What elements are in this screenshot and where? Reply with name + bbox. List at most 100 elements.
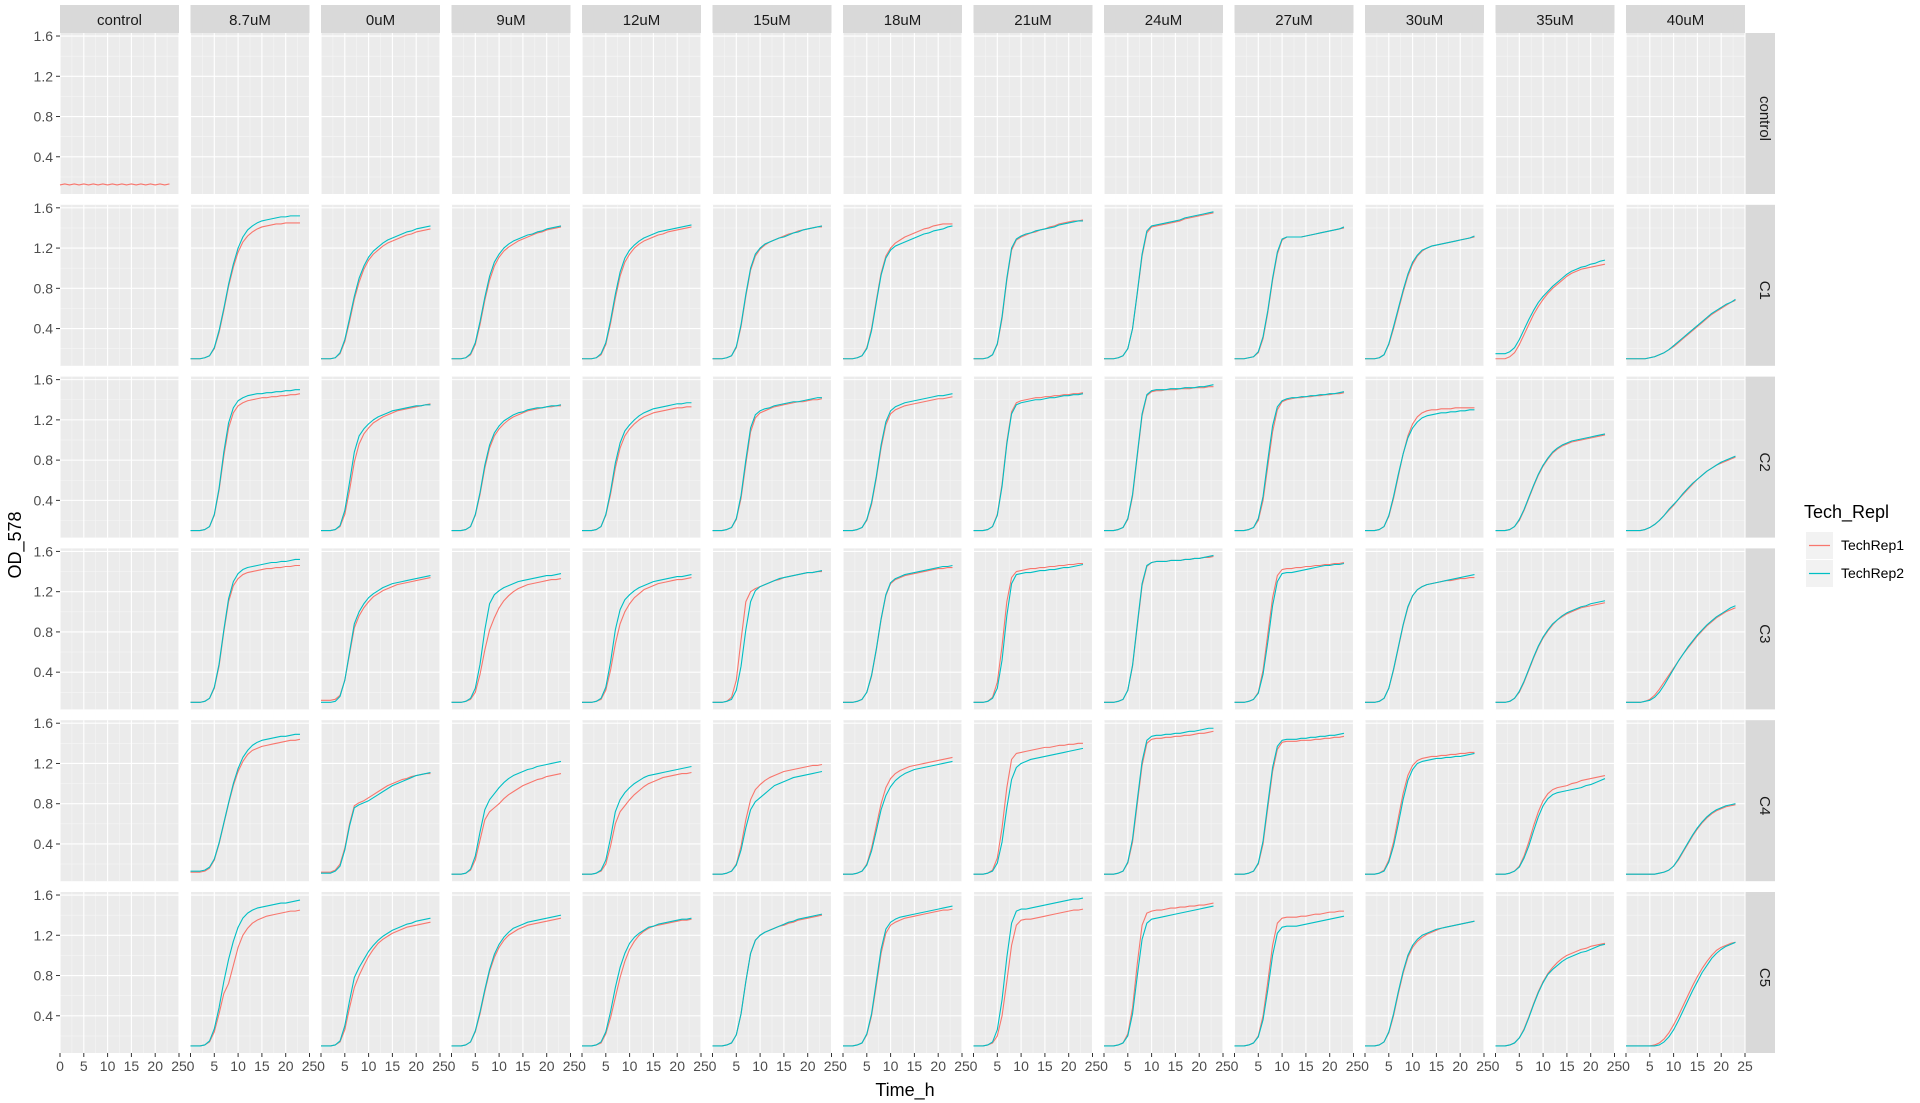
column-strip-label: 24uM [1145,12,1183,29]
y-tick-label: 0.4 [34,1008,54,1024]
series-line-techrep2 [582,224,692,360]
y-tick-label: 1.2 [34,240,54,256]
y-tick-label: 0.8 [34,624,54,640]
series-line-techrep1 [582,577,692,703]
column-strip-label: 9uM [496,12,525,29]
facet-panel [842,376,963,538]
x-tick-label: 5 [1254,1058,1262,1074]
series-line-techrep2 [321,917,431,1047]
column-strip [582,5,701,33]
x-tick-label: 0 [1231,1058,1239,1074]
series-line-techrep2 [190,899,301,1047]
y-tick-label: 1.6 [34,715,54,731]
facet-panel [450,548,572,710]
series-line-techrep1 [321,228,431,360]
x-tick-label: 15 [1690,1058,1706,1074]
series-line-techrep2 [712,570,823,703]
series-line-techrep2 [1365,409,1475,532]
x-tick-label: 15 [646,1058,662,1074]
row-strip [1745,548,1775,710]
facet-panel [1364,892,1485,1053]
column-strip [1365,5,1484,33]
x-tick-label: 10 [883,1058,899,1074]
x-tick-label: 5 [1646,1058,1654,1074]
facet-panel [1494,33,1616,194]
facet-panel [581,204,702,366]
column-strip-label: 15uM [753,12,791,29]
facet-panel [450,376,572,538]
facet-panel [59,376,180,538]
column-strip-label: control [97,12,142,29]
series-line-techrep1 [321,772,431,873]
x-tick-label: 15 [515,1058,531,1074]
column-strip [1234,5,1354,33]
x-tick-label: 5 [602,1058,610,1074]
series-line-techrep2 [843,760,953,875]
x-tick-label: 15 [1298,1058,1314,1074]
column-strip-label: 27uM [1275,12,1313,29]
facet-panel [320,33,441,194]
x-tick-label: 15 [1559,1058,1575,1074]
x-tick-label: 10 [1535,1058,1551,1074]
series-line-techrep2 [321,404,431,532]
x-tick-label: 0 [709,1058,717,1074]
facet-panel [1103,376,1224,538]
series-line-techrep2 [1234,732,1345,875]
series-line-techrep2 [582,402,692,532]
facet-panel [581,376,702,538]
facet-panel [711,33,833,194]
column-strip [451,5,571,33]
x-tick-label: 5 [1515,1058,1523,1074]
y-tick-label: 0.8 [34,968,54,984]
series-line-techrep1 [321,921,431,1047]
facet-panel [189,204,311,366]
x-tick-label: 15 [254,1058,270,1074]
x-tick-label: 5 [341,1058,349,1074]
facet-panel [972,720,1094,882]
series-line-techrep2 [582,765,692,875]
facet-panel [581,720,702,882]
y-axis-title: OD_578 [5,511,26,578]
column-strip [1104,5,1223,33]
x-tick-label: 15 [907,1058,923,1074]
facet-panel [450,892,572,1053]
series-line-techrep2 [582,917,692,1047]
column-strip [60,5,179,33]
facet-panel [842,204,963,366]
x-tick-label: 20 [669,1058,685,1074]
series-line-techrep2 [451,225,562,360]
facet-panel [1364,720,1485,882]
series-line-techrep2 [1365,574,1475,703]
facet-panel [842,33,963,194]
series-line-techrep2 [1104,211,1214,360]
x-tick-label: 0 [317,1058,325,1074]
facet-panel [1625,33,1746,194]
x-tick-label: 5 [863,1058,871,1074]
x-tick-label: 10 [491,1058,507,1074]
legend-label: TechRep2 [1841,565,1904,581]
series-line-techrep1 [582,771,692,875]
x-tick-label: 20 [800,1058,816,1074]
series-line-techrep2 [321,575,431,703]
row-strip [1745,376,1775,538]
series-line-techrep2 [1495,259,1606,355]
x-tick-label: 15 [385,1058,401,1074]
series-line-techrep2 [582,574,692,703]
facet-panel [189,892,311,1053]
series-line-techrep2 [1104,384,1214,532]
row-strip [1745,720,1775,882]
facet-panel [711,720,833,882]
facet-panel [1233,204,1355,366]
facet-panel [1625,892,1746,1053]
legend-title: Tech_Repl [1804,502,1889,523]
series-line-techrep2 [1234,915,1345,1047]
facet-panel [59,548,180,710]
x-tick-label: 25 [432,1058,448,1074]
series-line-techrep2 [1495,943,1606,1047]
series-line-techrep2 [451,404,562,532]
series-line-techrep2 [451,573,562,703]
series-line-techrep2 [190,733,300,872]
facet-panel [1233,376,1355,538]
column-strip [190,5,310,33]
